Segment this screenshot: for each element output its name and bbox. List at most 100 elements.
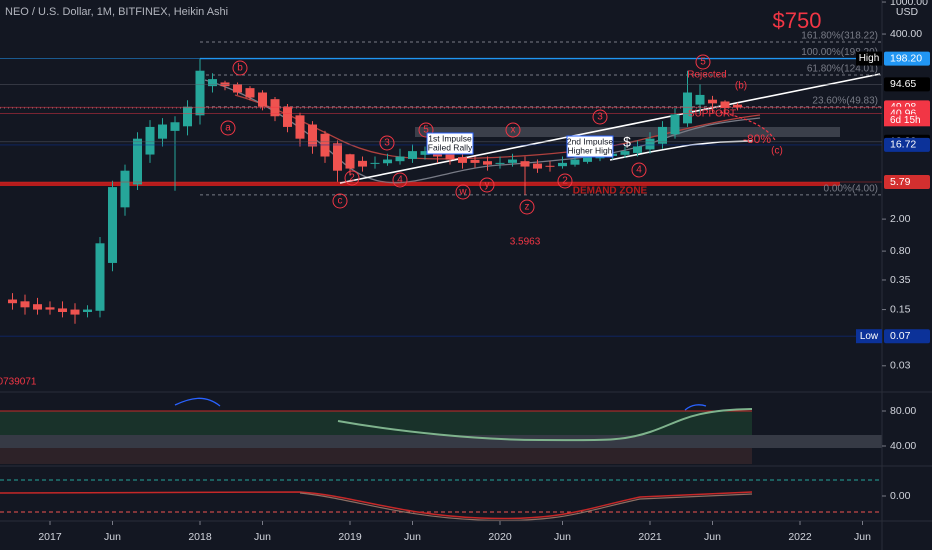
x-tick-label: 2021 <box>638 531 662 543</box>
wave-circle <box>505 122 521 138</box>
note-box <box>426 132 474 155</box>
annotation: 0739071 <box>0 377 37 388</box>
y-tick-label: 80.00 <box>890 405 916 417</box>
candle-body <box>445 154 455 160</box>
rsi-line <box>174 397 221 407</box>
candle-body <box>45 307 55 310</box>
candle-body <box>433 152 442 157</box>
candle-body <box>133 138 142 185</box>
x-tick-label: 2020 <box>488 531 512 543</box>
annotation: DEMAND ZONE <box>573 186 648 197</box>
price-tag <box>884 137 930 152</box>
wave-circle <box>695 54 711 70</box>
candle-body <box>20 301 30 308</box>
wave-circle <box>592 109 608 125</box>
candle-body <box>33 304 42 310</box>
resistance-zone <box>415 127 840 137</box>
price-tag-label: 198.20 <box>890 52 922 64</box>
x-tick-label: Jun <box>854 531 871 543</box>
candle-body <box>470 159 480 163</box>
fib-label: 23.60%(49.83) <box>812 95 878 106</box>
candle-body <box>195 70 205 116</box>
candle-body <box>545 165 555 167</box>
fib-label: 161.80%(318.22) <box>801 31 878 42</box>
annotation: (c) <box>771 146 783 157</box>
wave-circle <box>232 60 248 76</box>
candle-body <box>558 162 567 167</box>
candle-body <box>108 187 117 263</box>
candle-body <box>508 159 517 163</box>
annotation: c <box>338 196 343 207</box>
price-tag-label: 16.72 <box>890 139 916 151</box>
high-label: High <box>859 53 880 64</box>
target-label: $750 <box>773 8 822 33</box>
wave-circle <box>519 199 535 215</box>
osc-line <box>0 491 753 520</box>
x-tick-label: 2018 <box>188 531 212 543</box>
annotation: x <box>511 125 516 136</box>
annotation: 3 <box>597 112 603 123</box>
wave-circle <box>418 122 434 138</box>
annotation: (b) <box>735 81 747 92</box>
candle-body <box>145 126 155 155</box>
high-box <box>856 51 882 66</box>
candle-body <box>633 146 642 153</box>
wave-circle <box>455 184 471 200</box>
candle-body <box>495 162 505 164</box>
candle-body <box>345 154 355 169</box>
x-tick-label: 2022 <box>788 531 812 543</box>
candle-body <box>720 101 730 109</box>
annotation: 2nd Impulse <box>567 136 614 146</box>
annotation: 5 <box>423 125 429 136</box>
candle-body <box>458 157 467 163</box>
wave-circle <box>332 193 348 209</box>
x-tick-label: 2019 <box>338 531 362 543</box>
wave-circle <box>631 162 647 178</box>
candle-body <box>420 151 430 155</box>
candle-body <box>158 124 167 139</box>
x-tick-label: Jun <box>404 531 421 543</box>
candle-body <box>520 161 530 167</box>
candle-body <box>370 162 380 164</box>
y-tick-label: 2.00 <box>890 213 911 225</box>
rsi-zone <box>0 411 752 435</box>
candle-body <box>70 309 80 315</box>
y-tick-label: 0.00 <box>890 490 911 502</box>
y-tick-label: 0.80 <box>890 245 911 257</box>
candle-body <box>670 114 680 135</box>
candle-body <box>333 143 342 171</box>
annotation: 2 <box>562 176 568 187</box>
candle-body <box>583 155 592 162</box>
annotation: 1st Impulse <box>428 133 472 143</box>
candle-body <box>58 308 67 312</box>
annotation: 4 <box>397 175 403 186</box>
fib-label: 100.00%(198.20) <box>801 47 878 58</box>
candle-body <box>358 160 367 167</box>
x-tick-label: 2017 <box>38 531 62 543</box>
candle-body <box>8 299 17 304</box>
candle-body <box>183 106 192 127</box>
candle-body <box>170 122 180 131</box>
y-tick-label: 400.00 <box>890 28 922 40</box>
annotation: $ <box>623 134 631 150</box>
wave-circle <box>220 120 236 136</box>
wave-circle <box>379 135 395 151</box>
annotation: 3.5963 <box>510 237 541 248</box>
rsi-zone <box>0 448 752 464</box>
y-tick-label: 0.03 <box>890 360 911 372</box>
candle-body <box>208 79 217 87</box>
x-tick-label: Jun <box>554 531 571 543</box>
candle-body <box>408 151 417 159</box>
candle-body <box>658 126 667 144</box>
price-tag <box>884 329 930 344</box>
annotation: 3 <box>384 138 390 149</box>
annotation: Higher High <box>568 145 613 155</box>
countdown-box <box>884 114 930 127</box>
candle-body <box>258 92 267 107</box>
price-tag-label: 94.65 <box>890 78 916 90</box>
y-tick-label: 40.00 <box>890 440 916 452</box>
rsi-line <box>684 404 707 411</box>
currency: USD <box>896 6 919 18</box>
annotation: 4 <box>636 165 642 176</box>
candle-body <box>245 88 255 98</box>
